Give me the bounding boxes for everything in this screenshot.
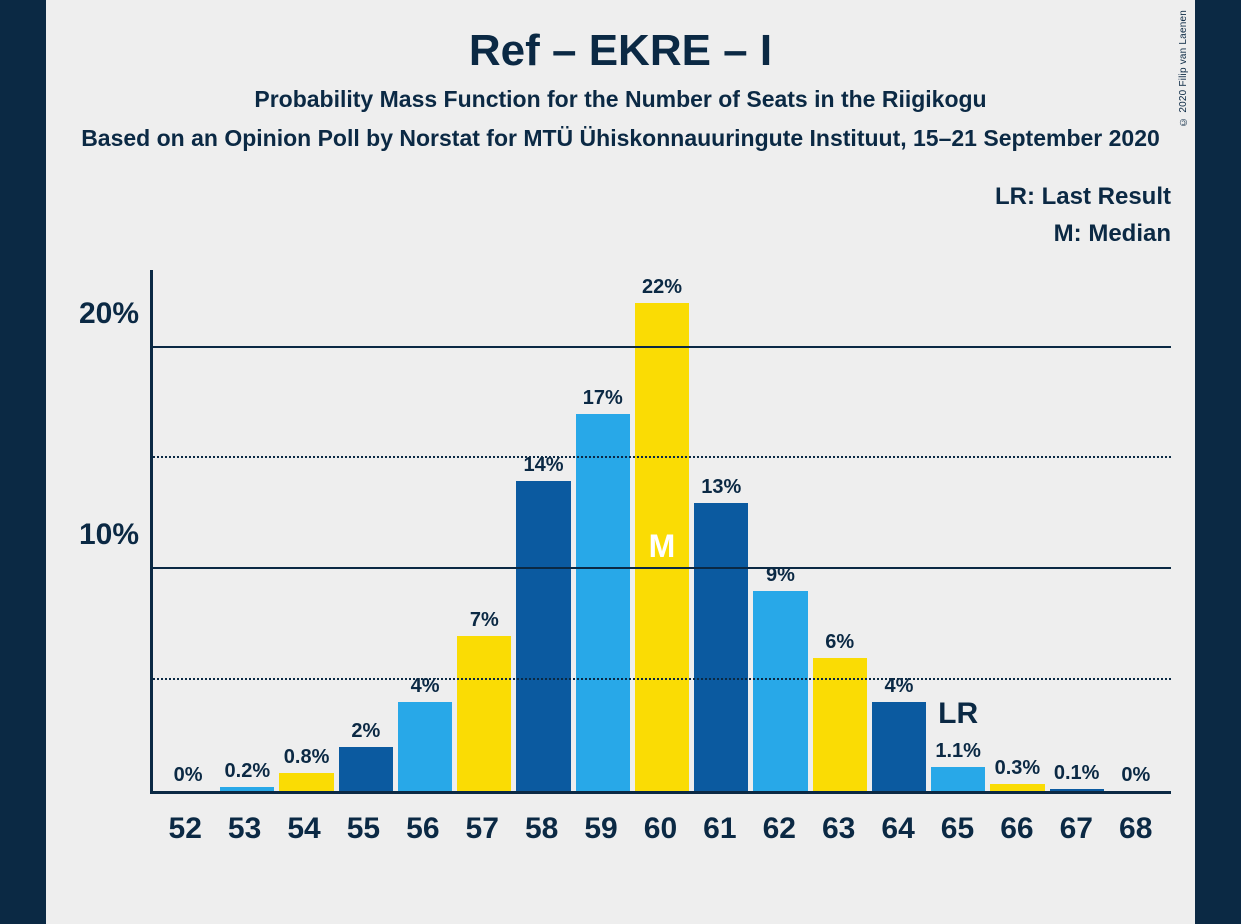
right-stripe xyxy=(1195,0,1241,924)
bar-column: 0.2% xyxy=(220,270,274,791)
chart-source: Based on an Opinion Poll by Norstat for … xyxy=(0,125,1241,152)
x-tick-label: 61 xyxy=(693,804,747,864)
bar-column: 0.8% xyxy=(279,270,333,791)
bar-column: 17% xyxy=(576,270,630,791)
x-tick-label: 52 xyxy=(158,804,212,864)
plot-area: 0%0.2%0.8%2%4%7%14%17%22%M13%9%6%4%1.1%L… xyxy=(150,270,1171,794)
bar-column: 4% xyxy=(872,270,926,791)
x-tick-label: 56 xyxy=(396,804,450,864)
legend: LR: Last Result M: Median xyxy=(995,178,1171,252)
chart-subtitle: Probability Mass Function for the Number… xyxy=(0,86,1241,113)
bar-column: 9% xyxy=(753,270,807,791)
x-tick-label: 62 xyxy=(752,804,806,864)
bar-value-label: 0.2% xyxy=(225,760,271,787)
bar-value-label: 6% xyxy=(825,631,854,658)
bar: 0.1% xyxy=(1050,789,1104,791)
bar: 0.2% xyxy=(220,787,274,791)
bar-value-label: 22% xyxy=(642,276,682,303)
bar: 14% xyxy=(516,481,570,791)
bar: 0.3% xyxy=(990,784,1044,791)
gridline-minor xyxy=(153,678,1171,680)
y-tick-label: 20% xyxy=(79,297,153,331)
bar-column: 0% xyxy=(161,270,215,791)
bar: 7% xyxy=(457,636,511,791)
gridline-minor xyxy=(153,456,1171,458)
bar: 17% xyxy=(576,414,630,791)
bar-value-label: 0.3% xyxy=(995,757,1041,784)
bar-value-label: 17% xyxy=(583,387,623,414)
bar: 13% xyxy=(694,503,748,791)
chart-title: Ref – EKRE – I xyxy=(0,0,1241,76)
bar-value-label: 0.8% xyxy=(284,746,330,773)
x-tick-label: 68 xyxy=(1109,804,1163,864)
legend-m: M: Median xyxy=(995,215,1171,252)
bar-value-label: 0% xyxy=(174,764,203,791)
bar-value-label: 2% xyxy=(351,720,380,747)
x-tick-label: 63 xyxy=(811,804,865,864)
bar-value-label: 7% xyxy=(470,609,499,636)
gridline-major xyxy=(153,567,1171,569)
x-tick-label: 53 xyxy=(217,804,271,864)
bar-column: 6% xyxy=(813,270,867,791)
bar-column: 13% xyxy=(694,270,748,791)
bar-column: 0.3% xyxy=(990,270,1044,791)
bar-column: 7% xyxy=(457,270,511,791)
copyright-text: © 2020 Filip van Laenen xyxy=(1178,10,1189,127)
bar-value-label: 13% xyxy=(701,476,741,503)
left-stripe xyxy=(0,0,46,924)
x-tick-label: 59 xyxy=(574,804,628,864)
legend-lr: LR: Last Result xyxy=(995,178,1171,215)
bar: 4% xyxy=(872,702,926,791)
bar: 2% xyxy=(339,747,393,791)
bar: 4% xyxy=(398,702,452,791)
x-axis-labels: 5253545556575859606162636465666768 xyxy=(158,804,1163,864)
x-tick-label: 54 xyxy=(277,804,331,864)
bar-column: 14% xyxy=(516,270,570,791)
bar: 1.1%LR xyxy=(931,767,985,791)
bar-column: 0.1% xyxy=(1050,270,1104,791)
bar-column: 1.1%LR xyxy=(931,270,985,791)
bar-column: 22% M xyxy=(635,270,689,791)
bars-container: 0%0.2%0.8%2%4%7%14%17%22%M13%9%6%4%1.1%L… xyxy=(161,270,1163,791)
last-result-marker: LR xyxy=(938,697,978,767)
x-tick-label: 67 xyxy=(1049,804,1103,864)
bar-column: 4% xyxy=(398,270,452,791)
x-tick-label: 55 xyxy=(336,804,390,864)
bar-value-label: 0% xyxy=(1121,764,1150,791)
chart-frame: © 2020 Filip van Laenen Ref – EKRE – I P… xyxy=(0,0,1241,924)
x-tick-label: 65 xyxy=(930,804,984,864)
gridline-major xyxy=(153,346,1171,348)
x-tick-label: 64 xyxy=(871,804,925,864)
y-tick-label: 10% xyxy=(79,518,153,552)
x-tick-label: 66 xyxy=(990,804,1044,864)
x-tick-label: 57 xyxy=(455,804,509,864)
bar: 9% xyxy=(753,591,807,791)
bar-value-label: 0.1% xyxy=(1054,762,1100,789)
x-tick-label: 60 xyxy=(633,804,687,864)
bar: 0.8% xyxy=(279,773,333,791)
titles: Ref – EKRE – I Probability Mass Function… xyxy=(0,0,1241,152)
bar: 22%M xyxy=(635,303,689,791)
bar-column: 2% xyxy=(339,270,393,791)
x-tick-label: 58 xyxy=(514,804,568,864)
median-marker: M xyxy=(649,528,676,565)
bar-column: 0% xyxy=(1109,270,1163,791)
chart-area: 0%0.2%0.8%2%4%7%14%17%22%M13%9%6%4%1.1%L… xyxy=(150,270,1171,864)
